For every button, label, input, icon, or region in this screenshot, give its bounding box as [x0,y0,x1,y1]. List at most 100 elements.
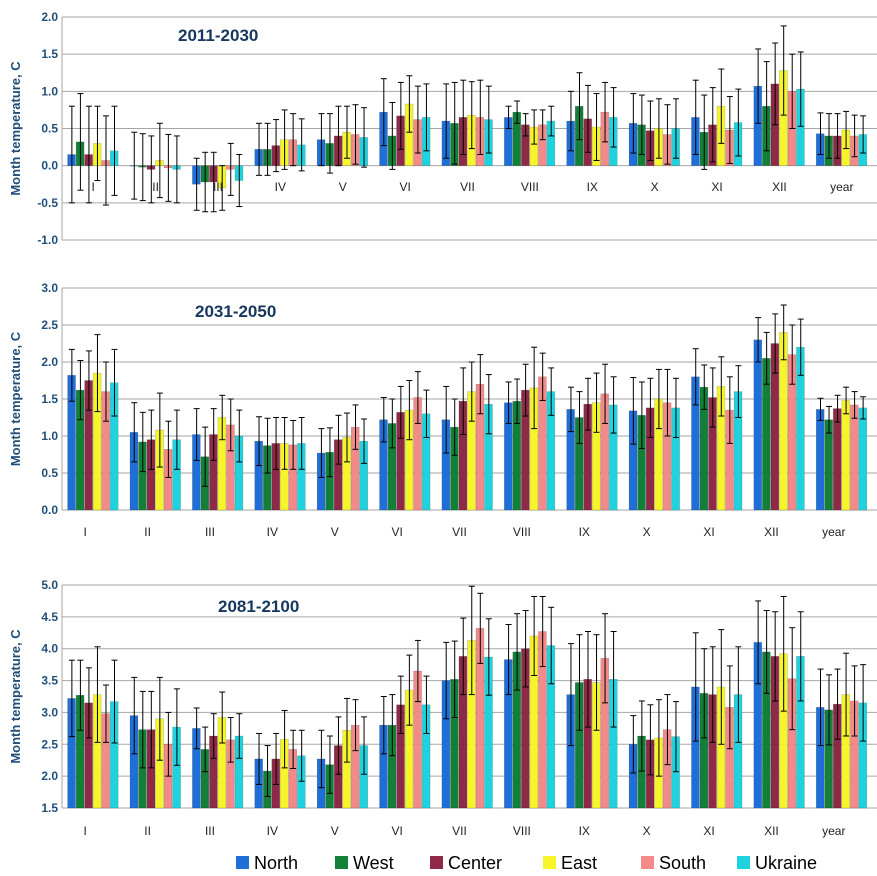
y-tick-label: 1.0 [41,84,58,98]
x-tick-label: X [651,180,659,194]
x-tick-label: X [643,525,651,539]
x-tick-label: VIII [513,824,531,838]
bar-ukraine-year [858,407,868,511]
legend-item-west: West [335,853,394,873]
legend-label-east: East [561,853,597,873]
legend-swatch-south [641,856,654,869]
y-tick-label: 1.5 [41,392,58,406]
legend-item-center: Center [430,853,502,873]
x-tick-label: V [331,824,339,838]
y-tick-label: 0.0 [41,159,58,173]
legend-label-west: West [353,853,394,873]
y-tick-label: 3.0 [41,705,58,719]
x-tick-label: XII [764,824,779,838]
x-tick-label: X [643,824,651,838]
y-axis-label: Month temperature, C [8,629,23,764]
x-tick-label: IX [579,824,590,838]
x-tick-label: year [822,824,845,838]
legend-label-ukraine: Ukraine [755,853,817,873]
panel-2081-2100: 5.04.54.03.53.02.52.01.5 I II III IV V VI VII V… [8,578,877,838]
y-axis-label: Month temperature, C [8,331,23,466]
y-tick-label: 1.5 [41,801,58,815]
legend-item-north: North [236,853,298,873]
error-bars [68,585,867,798]
x-tick-label: V [339,180,347,194]
y-axis-ticks: 3.0 2.5 2.0 1.5 1.0 0.5 0.0 [41,281,58,517]
x-axis-ticks: I II III IV V VI VII VIII IX X XI XII year [84,525,846,539]
x-tick-label: XII [772,180,787,194]
bars [67,628,868,809]
x-tick-label: III [205,525,215,539]
legend-swatch-east [543,856,556,869]
legend-label-north: North [254,853,298,873]
x-tick-label: III [205,824,215,838]
panel-2031-2050: 3.02.52.01.51.00.50.0 I II III IV V VI VII VIII… [8,281,877,539]
x-tick-label: IV [267,824,278,838]
legend-swatch-ukraine [737,856,750,869]
y-axis-ticks: 2.0 1.5 1.0 0.5 0.0 -0.5 -1.0 [37,10,58,247]
x-tick-label: XI [711,180,722,194]
x-tick-label: II [152,180,159,194]
x-tick-label: VIII [513,525,531,539]
y-tick-label: 2.0 [41,355,58,369]
x-axis-ticks: I II III IV V VI VII VIII IX X XI XII year [92,180,854,194]
y-tick-label: 3.0 [41,281,58,295]
x-tick-label: IX [579,525,590,539]
error-bars [68,25,867,213]
bar-east-year [841,400,850,511]
error-bars [68,304,867,487]
legend-swatch-north [236,856,249,869]
y-tick-label: 0.5 [41,466,58,480]
y-tick-label: 4.5 [41,610,58,624]
y-tick-label: 2.0 [41,10,58,24]
panel-title: 2011-2030 [178,26,258,45]
x-tick-label: XI [703,525,714,539]
x-tick-label: I [84,824,87,838]
legend-item-east: East [543,853,597,873]
y-tick-label: 0.0 [41,503,58,517]
y-tick-label: 1.0 [41,429,58,443]
x-tick-label: VII [460,180,475,194]
y-tick-label: 5.0 [41,578,58,592]
y-tick-label: 3.5 [41,674,58,688]
x-tick-label: II [144,824,151,838]
y-axis-ticks: 5.0 4.5 4.0 3.5 3.0 2.5 2.0 1.5 [41,578,58,815]
bars [67,332,868,511]
x-tick-label: VI [391,525,402,539]
x-tick-label: VII [452,525,467,539]
x-tick-label: IV [267,525,278,539]
bar-south-year [850,404,859,511]
bar-north-year [815,409,825,511]
bar-north-xii [753,339,763,511]
x-tick-label: year [830,180,853,194]
x-tick-label: II [144,525,151,539]
legend-item-south: South [641,853,706,873]
x-tick-label: year [822,525,845,539]
y-tick-label: 0.5 [41,122,58,136]
x-tick-label: XII [764,525,779,539]
x-tick-label: XI [703,824,714,838]
y-tick-label: -0.5 [37,196,58,210]
x-tick-label: IV [275,180,286,194]
y-tick-label: 1.5 [41,47,58,61]
x-tick-label: I [84,525,87,539]
x-tick-label: III [213,180,223,194]
y-tick-label: 2.0 [41,769,58,783]
panel-2011-2030: 2.01.51.00.50.0-0.5-1.0 I II III IV V VI VII VI… [8,10,877,247]
y-axis-label: Month temperature, C [8,61,23,196]
x-axis-ticks: I II III IV V VI VII VIII IX X XI XII year [84,824,846,838]
x-tick-label: VI [399,180,410,194]
x-tick-label: I [92,180,95,194]
x-tick-label: IX [587,180,598,194]
bar-center-year [833,408,842,511]
x-tick-label: VI [391,824,402,838]
x-tick-label: V [331,525,339,539]
x-tick-label: VII [452,824,467,838]
legend-label-south: South [659,853,706,873]
panel-title: 2031-2050 [195,302,276,321]
legend-label-center: Center [448,853,502,873]
legend-swatch-center [430,856,443,869]
y-tick-label: -1.0 [37,233,58,247]
